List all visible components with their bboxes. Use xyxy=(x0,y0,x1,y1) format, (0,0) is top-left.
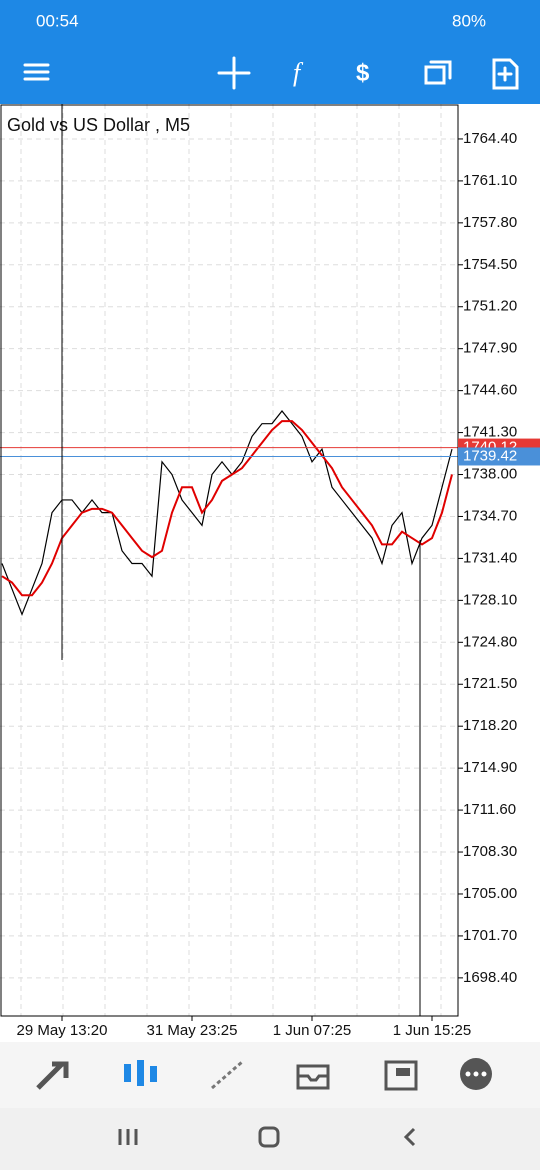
x-tick-label: 1 Jun 07:25 xyxy=(273,1022,351,1039)
indicator-button[interactable]: f xyxy=(293,58,304,87)
price-line xyxy=(1,420,453,597)
window-button[interactable] xyxy=(424,60,452,85)
status-time: 00:54 xyxy=(36,11,79,30)
y-tick-label: 1708.30 xyxy=(463,843,517,860)
y-tick-label: 1721.50 xyxy=(463,675,517,692)
bottom-nav xyxy=(0,1042,540,1108)
history-tab[interactable] xyxy=(296,1064,330,1090)
quotes-tab[interactable] xyxy=(36,1061,69,1090)
y-tick-label: 1705.00 xyxy=(463,885,517,902)
y-tick-label: 1724.80 xyxy=(463,633,517,650)
news-tab[interactable] xyxy=(384,1060,418,1091)
x-tick-label: 29 May 13:20 xyxy=(17,1022,108,1039)
ask-line-label: 1739.42 xyxy=(463,447,517,464)
y-tick-label: 1751.20 xyxy=(463,298,517,315)
system-nav xyxy=(0,1108,540,1170)
chart xyxy=(0,104,463,1021)
plot-frame xyxy=(0,104,459,1017)
new-order-button[interactable] xyxy=(492,58,519,90)
crosshair-button[interactable] xyxy=(217,56,251,90)
x-tick-label: 1 Jun 15:25 xyxy=(393,1022,471,1039)
y-tick-label: 1747.90 xyxy=(463,340,517,357)
y-tick-label: 1754.50 xyxy=(463,256,517,273)
y-tick-label: 1741.30 xyxy=(463,424,517,441)
x-tick-label: 31 May 23:25 xyxy=(147,1022,238,1039)
y-tick-label: 1714.90 xyxy=(463,759,517,776)
y-tick-label: 1764.40 xyxy=(463,130,517,147)
y-tick-label: 1761.10 xyxy=(463,172,517,189)
y-tick-label: 1701.70 xyxy=(463,927,517,944)
battery: 80% xyxy=(452,11,486,30)
chart-tab[interactable] xyxy=(124,1060,157,1086)
back-button[interactable] xyxy=(403,1127,416,1147)
y-tick-label: 1757.80 xyxy=(463,214,517,231)
recents-button[interactable] xyxy=(118,1129,138,1145)
y-tick-label: 1718.20 xyxy=(463,717,517,734)
chart-title: Gold vs US Dollar , M5 xyxy=(7,115,190,135)
top-bar xyxy=(0,0,540,104)
ask-line-tag xyxy=(458,447,540,466)
chat-tab[interactable] xyxy=(460,1058,492,1090)
trade-button[interactable]: $ xyxy=(356,59,370,86)
price-line xyxy=(1,409,453,616)
y-tick-label: 1744.60 xyxy=(463,382,517,399)
y-tick-label: 1698.40 xyxy=(463,969,517,986)
y-tick-label: 1738.00 xyxy=(463,465,517,482)
y-tick-label: 1731.40 xyxy=(463,549,517,566)
y-tick-label: 1734.70 xyxy=(463,507,517,524)
menu-button[interactable] xyxy=(23,63,50,81)
y-tick-label: 1711.60 xyxy=(463,801,516,818)
home-button[interactable] xyxy=(258,1126,280,1148)
y-tick-label: 1728.10 xyxy=(463,591,517,608)
